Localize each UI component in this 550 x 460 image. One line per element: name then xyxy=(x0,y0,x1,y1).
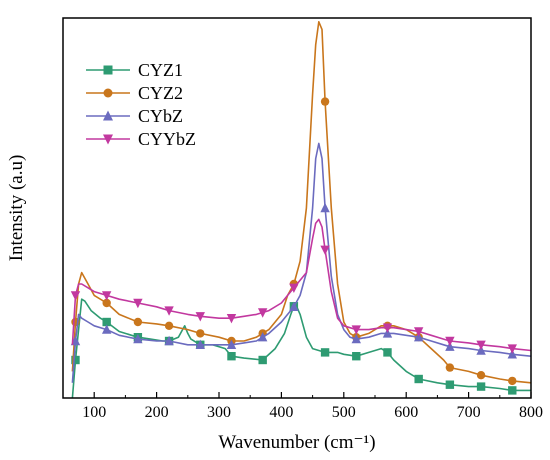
data-point-cybz xyxy=(257,332,268,342)
series-line-cyybz xyxy=(71,218,531,352)
data-point-cyybz xyxy=(507,344,517,354)
y-axis-label: Intensity (a.u) xyxy=(6,155,27,262)
data-point-cyz1 xyxy=(445,380,455,389)
data-point-cybz xyxy=(351,333,361,344)
data-point-cyybz xyxy=(445,336,455,347)
legend-label-cybz: CYbZ xyxy=(138,106,183,126)
legend-marker-cyz2 xyxy=(103,88,113,98)
data-point-cybz xyxy=(101,324,112,334)
data-point-cybz xyxy=(289,301,299,311)
data-point-cyybz xyxy=(320,245,330,255)
legend-item-cyz2: CYZ2 xyxy=(86,83,183,103)
data-point-cyz1 xyxy=(227,352,236,361)
data-point-cyybz xyxy=(226,314,237,324)
legend-label-cyz1: CYZ1 xyxy=(138,60,183,80)
data-point-cybz xyxy=(320,202,330,213)
data-point-cybz xyxy=(133,333,143,344)
data-point-cyz2 xyxy=(102,298,111,308)
x-tick-label: 600 xyxy=(394,404,418,421)
data-point-cybz xyxy=(507,349,517,359)
data-point-cyz1 xyxy=(476,382,486,391)
data-point-cyz2 xyxy=(508,376,517,386)
legend-label-cyz2: CYZ2 xyxy=(138,83,183,103)
data-point-cyz1 xyxy=(320,348,330,357)
data-point-cyybz xyxy=(257,308,268,318)
data-point-cyz1 xyxy=(508,386,517,395)
data-point-cybz xyxy=(164,335,174,346)
data-point-cyz2 xyxy=(164,321,174,330)
data-point-cyz2 xyxy=(196,329,205,338)
x-axis-ticks: 100 200 300 400 500 600 700 800 xyxy=(62,392,543,421)
data-point-cyz1 xyxy=(383,348,392,357)
legend-label-cyybz: CYYbZ xyxy=(138,129,196,149)
series-line-cybz xyxy=(71,142,531,383)
x-tick-label: 800 xyxy=(519,404,543,421)
legend-marker-cybz xyxy=(103,110,113,121)
data-point-cybz xyxy=(226,339,237,349)
legend-marker-cyybz xyxy=(103,134,113,145)
series-line-cyz1 xyxy=(71,298,531,398)
data-point-cyz2 xyxy=(445,363,455,372)
data-point-cyybz xyxy=(476,340,486,350)
x-tick-label: 500 xyxy=(332,404,356,421)
data-point-cyz1 xyxy=(71,355,80,365)
x-tick-label: 200 xyxy=(145,404,169,421)
data-point-cyybz xyxy=(70,291,81,301)
x-axis-label: Wavenumber (cm⁻¹) xyxy=(218,432,375,453)
x-tick-label: 300 xyxy=(207,404,231,421)
data-point-cyz2 xyxy=(320,97,330,106)
series-layer xyxy=(70,21,531,398)
data-point-cyz2 xyxy=(476,371,486,380)
data-point-cyybz xyxy=(289,283,299,293)
data-point-cybz xyxy=(382,328,393,338)
series-line-cyz2 xyxy=(71,21,531,384)
legend-marker-cyz1 xyxy=(103,65,113,75)
x-tick-label: 400 xyxy=(269,404,293,421)
data-point-cyz1 xyxy=(102,317,111,327)
data-point-cyybz xyxy=(351,325,361,335)
plot-frame xyxy=(62,17,532,399)
data-point-cyz1 xyxy=(414,374,423,384)
data-point-cyybz xyxy=(101,291,112,301)
x-tick-label: 700 xyxy=(457,404,481,421)
data-point-cybz xyxy=(195,339,205,349)
data-point-cyybz xyxy=(413,327,424,337)
series-cybz xyxy=(70,142,531,383)
data-point-cyz1 xyxy=(352,352,361,361)
data-point-cyybz xyxy=(195,312,205,322)
data-point-cyybz xyxy=(133,298,143,309)
series-cyybz xyxy=(70,218,531,354)
data-point-cybz xyxy=(476,345,486,355)
data-point-cyz1 xyxy=(258,355,267,365)
legend-item-cyybz: CYYbZ xyxy=(86,129,196,149)
legend: CYZ1 CYZ2 CYbZ CYYbZ xyxy=(86,60,196,149)
data-point-cyz2 xyxy=(133,317,143,327)
data-point-cyybz xyxy=(164,306,174,316)
legend-item-cyz1: CYZ1 xyxy=(86,60,183,80)
data-point-cyybz xyxy=(382,323,393,333)
x-tick-label: 100 xyxy=(82,404,106,421)
legend-item-cybz: CYbZ xyxy=(86,106,183,126)
